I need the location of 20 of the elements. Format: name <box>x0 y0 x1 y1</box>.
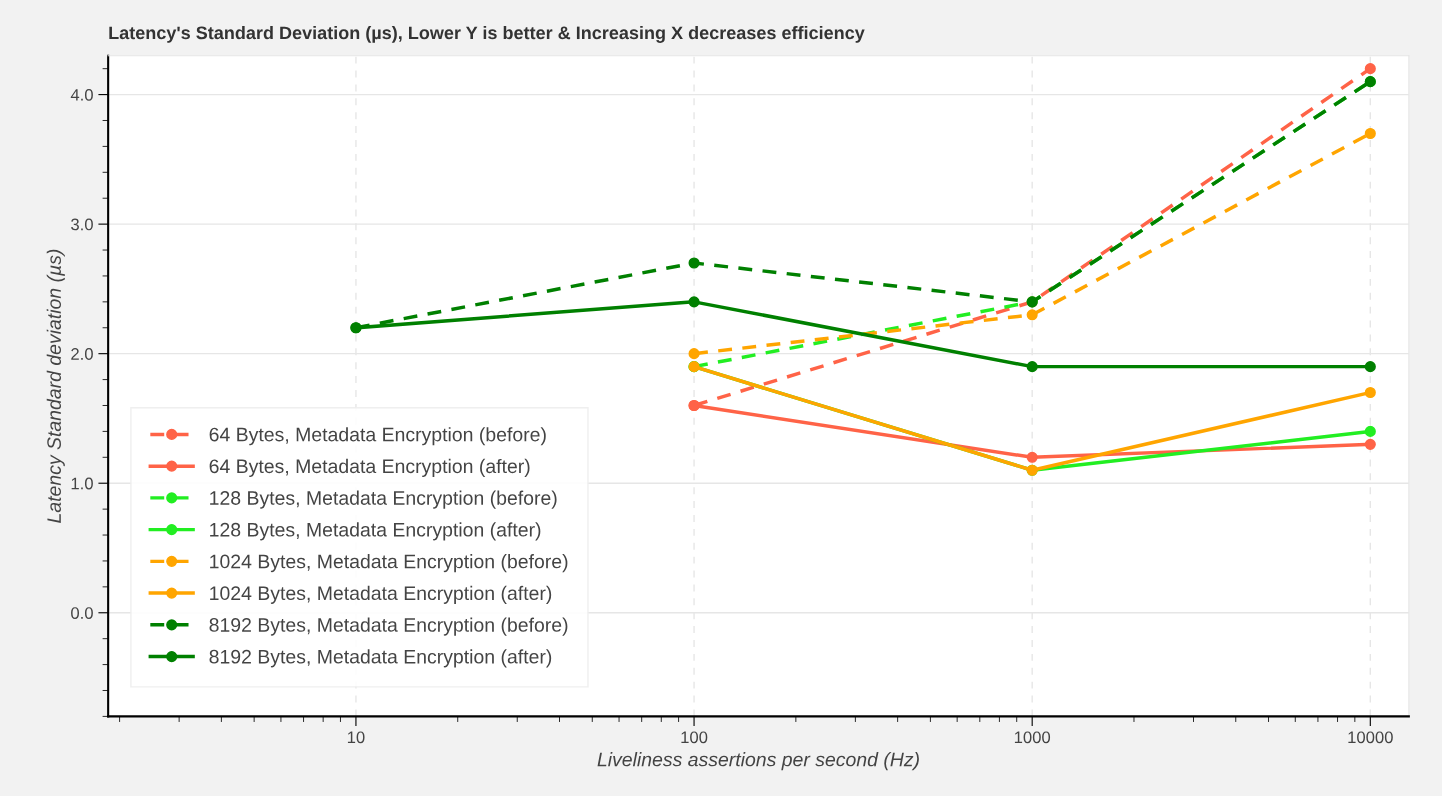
x-tick-label: 10 <box>347 731 365 744</box>
y-tick-label: 0.0 <box>71 607 93 619</box>
chart-title: Latency's Standard Deviation (µs), Lower Y is better & Increasing X decreases efficiency <box>109 25 865 43</box>
y-tick-label: 2.0 <box>71 348 93 360</box>
legend-label: 64 Bytes, Metadata Encryption (before) <box>209 427 546 446</box>
y-axis-title: Latency Standard deviation (µs) <box>46 249 65 523</box>
y-tick-label: 3.0 <box>71 218 93 231</box>
legend-label: 1024 Bytes, Metadata Encryption (after) <box>210 585 552 604</box>
x-tick-label: 1000 <box>1014 731 1051 744</box>
legend-label: 64 Bytes, Metadata Encryption (after) <box>209 458 530 477</box>
legend-label: 8192 Bytes, Metadata Encryption (before) <box>209 617 568 636</box>
legend-label: 8192 Bytes, Metadata Encryption (after) <box>209 649 552 668</box>
x-axis-title: Liveliness assertions per second (Hz) <box>597 752 919 771</box>
x-tick-label: 10000 <box>1348 731 1393 744</box>
legend-label: 128 Bytes, Metadata Encryption (before) <box>210 490 557 509</box>
x-tick-label: 100 <box>681 731 708 744</box>
legend-label: 128 Bytes, Metadata Encryption (after) <box>210 522 541 541</box>
y-tick-label: 1.0 <box>71 477 93 490</box>
y-tick-label: 4.0 <box>70 88 93 101</box>
legend-label: 1024 Bytes, Metadata Encryption (before) <box>210 554 568 573</box>
